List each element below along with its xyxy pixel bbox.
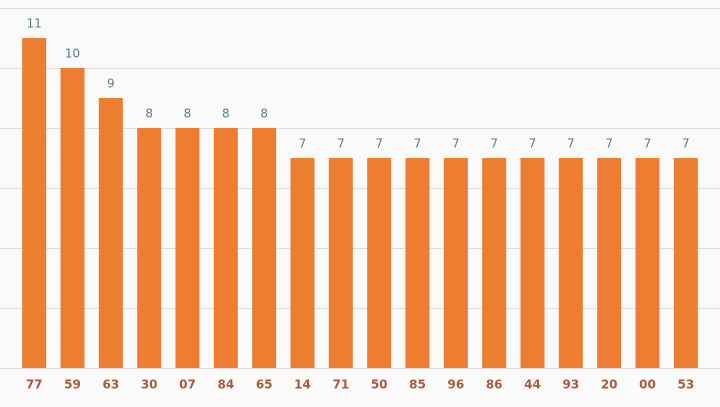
x-tick-label: 50 xyxy=(371,378,388,392)
value-label: 7 xyxy=(375,137,383,151)
value-label: 8 xyxy=(222,107,230,121)
bar xyxy=(175,128,200,368)
x-tick-label: 63 xyxy=(102,378,119,392)
x-tick-label: 71 xyxy=(332,378,349,392)
value-label: 7 xyxy=(414,137,422,151)
bar xyxy=(558,158,583,368)
value-label: 7 xyxy=(529,137,537,151)
x-tick-label: 30 xyxy=(141,378,158,392)
value-label: 11 xyxy=(27,17,42,31)
x-tick-label: 86 xyxy=(486,378,503,392)
x-tick-label: 44 xyxy=(524,378,541,392)
bar xyxy=(520,158,545,368)
bar xyxy=(328,158,353,368)
value-label: 7 xyxy=(682,137,690,151)
x-tick-label: 65 xyxy=(256,378,273,392)
value-label: 7 xyxy=(299,137,307,151)
bar xyxy=(252,128,277,368)
bar xyxy=(98,98,123,368)
bar xyxy=(60,68,85,368)
x-tick-label: 07 xyxy=(179,378,196,392)
value-label: 8 xyxy=(184,107,192,121)
bar xyxy=(482,158,507,368)
x-tick-label: 77 xyxy=(26,378,43,392)
bar xyxy=(213,128,238,368)
x-tick-label: 93 xyxy=(562,378,579,392)
bar xyxy=(367,158,392,368)
value-label: 10 xyxy=(65,47,80,61)
x-tick-label: 20 xyxy=(601,378,618,392)
value-label: 7 xyxy=(337,137,345,151)
value-label: 7 xyxy=(490,137,498,151)
value-label: 8 xyxy=(145,107,153,121)
x-tick-label: 85 xyxy=(409,378,426,392)
x-tick-label: 59 xyxy=(64,378,81,392)
value-label: 9 xyxy=(107,77,115,91)
value-label: 7 xyxy=(452,137,460,151)
value-label: 7 xyxy=(605,137,613,151)
x-tick-label: 53 xyxy=(677,378,694,392)
value-label: 7 xyxy=(644,137,652,151)
bar xyxy=(405,158,430,368)
bar xyxy=(22,38,47,368)
bar xyxy=(673,158,698,368)
x-tick-label: 14 xyxy=(294,378,311,392)
x-tick-label: 96 xyxy=(447,378,464,392)
bar xyxy=(443,158,468,368)
x-tick-label: 00 xyxy=(639,378,656,392)
bar xyxy=(597,158,622,368)
value-label: 7 xyxy=(567,137,575,151)
x-tick-label: 84 xyxy=(217,378,234,392)
value-label: 8 xyxy=(260,107,268,121)
bar xyxy=(290,158,315,368)
bar xyxy=(137,128,162,368)
bar xyxy=(635,158,660,368)
